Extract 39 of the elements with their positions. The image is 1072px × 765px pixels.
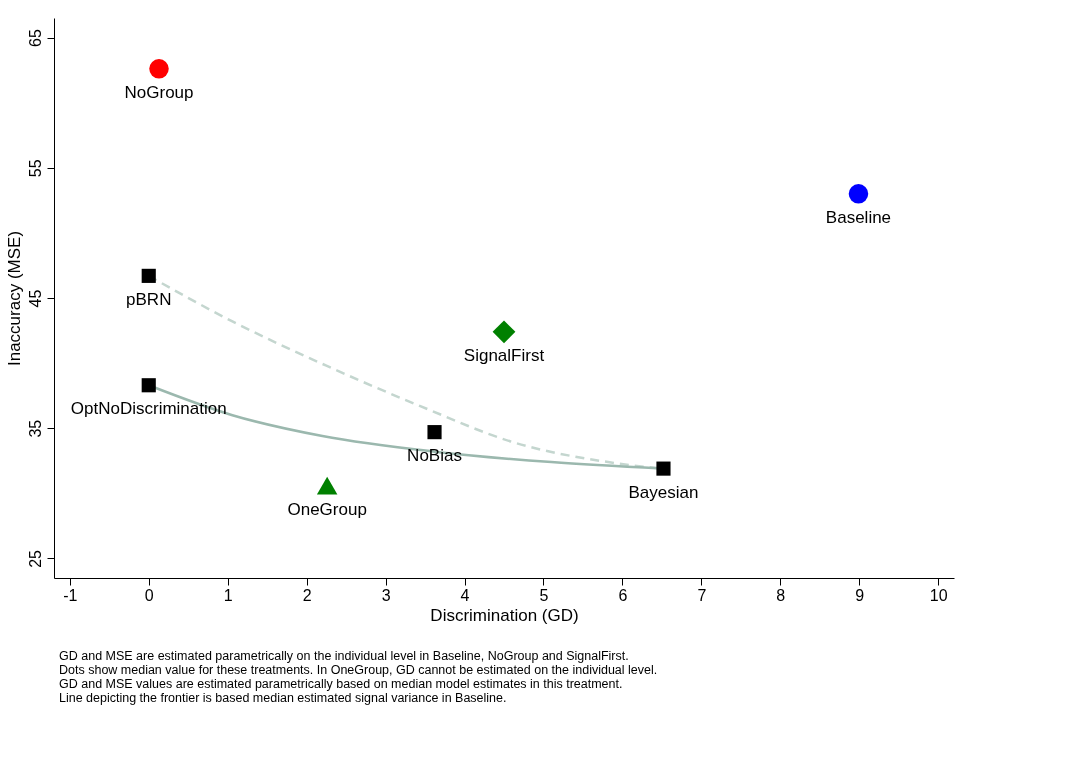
text: GD and MSE are estimated parametrically on the individual level in Baseline, NoGroup and SignalFirst. (59, 649, 629, 663)
series-label: SignalFirst (463, 345, 545, 365)
x-tick-label: 1 (223, 586, 233, 604)
x-tick-label: -1 (63, 586, 78, 604)
point (656, 461, 671, 476)
point (427, 425, 442, 440)
y-tick-label: 65 (26, 29, 44, 47)
x-tick-label: 9 (855, 586, 865, 604)
point (141, 378, 156, 393)
x-tick-label: 0 (144, 586, 154, 604)
series-label: OptNoDiscrimination (70, 399, 227, 419)
x-tick-label: 2 (302, 586, 312, 604)
text: Line depicting the frontier is based median estimated signal variance in Baseline. (59, 691, 507, 705)
y-tick-label: 55 (26, 159, 44, 178)
text: GD and MSE values are estimated parametrically based on median model estimates in this treatment. (59, 677, 623, 691)
point (316, 476, 338, 495)
series-label: Baseline (825, 207, 892, 227)
x-tick-label: 6 (618, 586, 628, 604)
point (149, 59, 169, 79)
x-tick-label: 10 (929, 586, 948, 604)
y-axis-title: Inaccuracy (MSE) (4, 230, 24, 367)
series-label: pBRN (126, 289, 172, 309)
x-tick-label: 5 (539, 586, 549, 604)
text: Dots show median value for these treatments. In OneGroup, GD cannot be estimated on the individual level. (59, 663, 658, 677)
series-label: NoBias (407, 446, 462, 466)
point (492, 320, 516, 344)
point (141, 268, 156, 283)
y-tick-label: 45 (26, 289, 44, 308)
y-tick-label: 35 (26, 419, 44, 438)
x-tick-label: 7 (697, 586, 707, 604)
x-tick-label: 8 (776, 586, 786, 604)
series-label: Bayesian (628, 482, 699, 502)
x-axis-title: Discrimination (GD) (430, 605, 579, 625)
x-tick-label: 4 (460, 586, 470, 604)
x-tick-label: 3 (381, 586, 391, 604)
y-tick-label: 25 (26, 549, 44, 568)
point (848, 184, 869, 204)
series-label: OneGroup (287, 499, 367, 519)
series-label: NoGroup (124, 82, 194, 102)
